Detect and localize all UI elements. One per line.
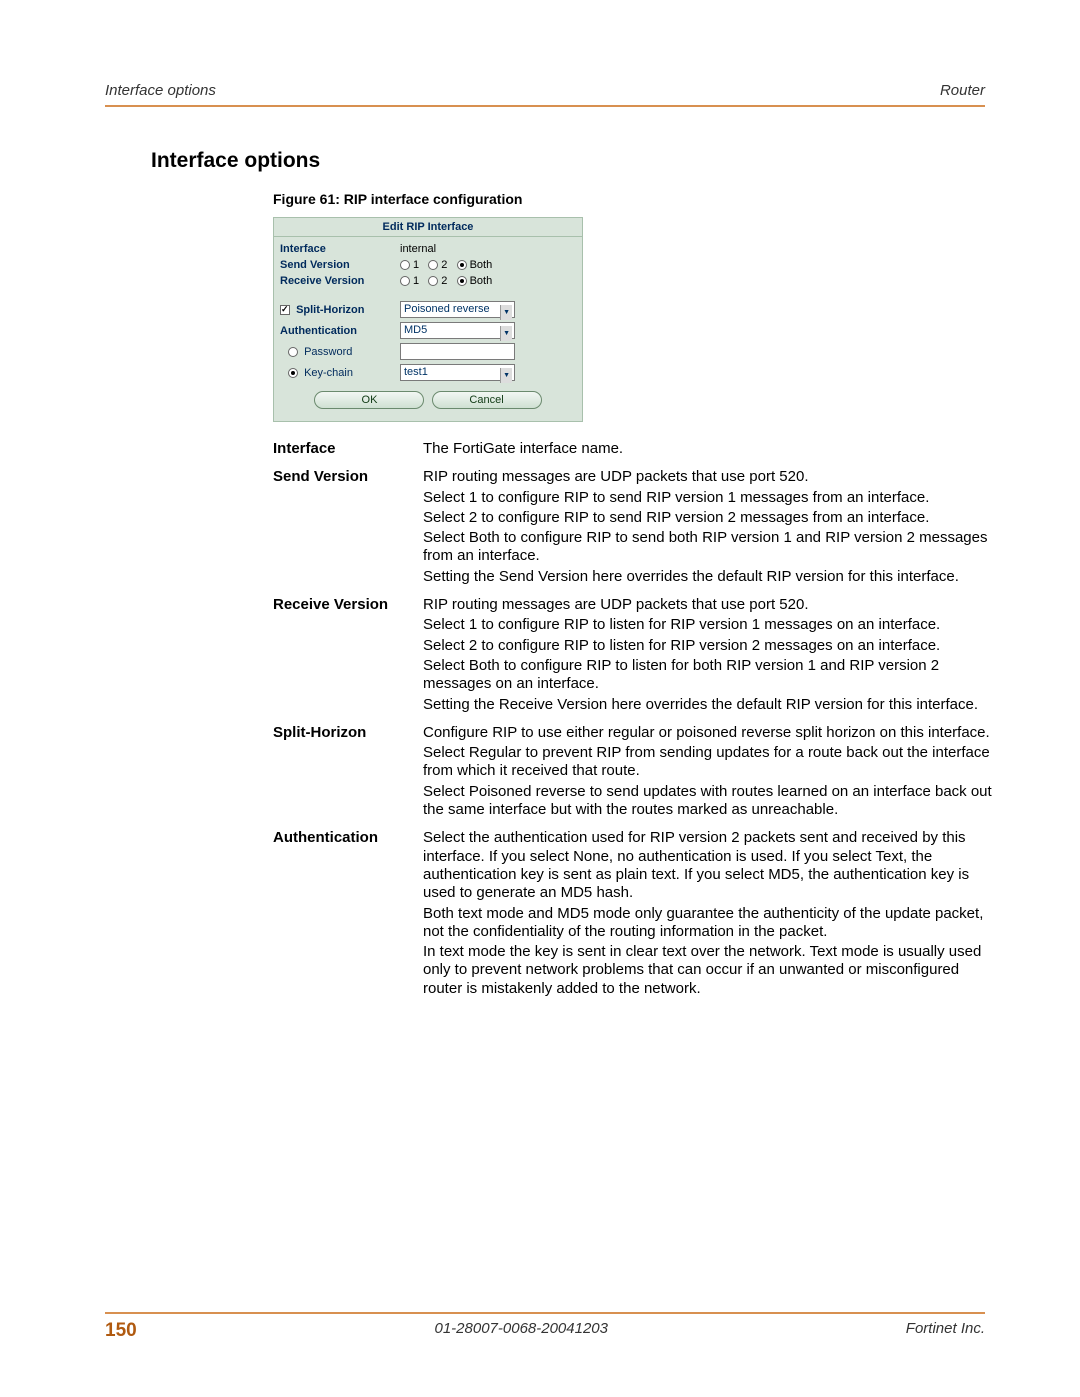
def-rv-p3: Select 2 to configure RIP to listen for … (423, 637, 993, 655)
keychain-label: Key-chain (304, 367, 353, 379)
footer-right: Fortinet Inc. (906, 1320, 985, 1342)
send-v1-radio[interactable] (400, 260, 410, 270)
def-sv-p3: Select 2 to configure RIP to send RIP ve… (423, 509, 993, 527)
ok-button[interactable]: OK (314, 391, 424, 409)
radio-both-label: Both (470, 259, 493, 271)
term-authentication: Authentication (273, 829, 423, 1000)
interface-value: internal (400, 243, 436, 255)
def-authentication: Select the authentication used for RIP v… (423, 829, 993, 1000)
panel-title: Edit RIP Interface (274, 218, 582, 237)
def-rv-p4: Select Both to configure RIP to listen f… (423, 657, 993, 694)
header-left: Interface options (105, 82, 216, 99)
def-send-version: RIP routing messages are UDP packets tha… (423, 468, 993, 588)
def-sv-p5: Setting the Send Version here overrides … (423, 568, 993, 586)
page-number: 150 (105, 1320, 137, 1342)
def-rv-p5: Setting the Receive Version here overrid… (423, 696, 993, 714)
section-title: Interface options (151, 149, 985, 173)
footer-center: 01-28007-0068-20041203 (137, 1320, 906, 1342)
rip-interface-panel: Edit RIP Interface Interface internal Se… (273, 217, 583, 422)
term-receive-version: Receive Version (273, 596, 423, 716)
password-input[interactable] (400, 343, 515, 360)
def-split-horizon: Configure RIP to use either regular or p… (423, 724, 993, 821)
radio-2-label: 2 (441, 259, 447, 271)
authentication-label: Authentication (280, 325, 400, 337)
authentication-select[interactable]: MD5 (400, 322, 515, 339)
def-rv-p1: RIP routing messages are UDP packets tha… (423, 596, 993, 614)
def-sv-p4: Select Both to configure RIP to send bot… (423, 529, 993, 566)
figure-caption: Figure 61: RIP interface configuration (273, 191, 985, 207)
keychain-radio[interactable] (288, 368, 298, 378)
interface-label: Interface (280, 243, 400, 255)
split-horizon-label: Split-Horizon (296, 304, 364, 316)
def-rv-p2: Select 1 to configure RIP to listen for … (423, 616, 993, 634)
keychain-select[interactable]: test1 (400, 364, 515, 381)
def-sv-p2: Select 1 to configure RIP to send RIP ve… (423, 489, 993, 507)
send-version-label: Send Version (280, 259, 400, 271)
recv-both-radio[interactable] (457, 276, 467, 286)
def-sv-p1: RIP routing messages are UDP packets tha… (423, 468, 993, 486)
description-table: Interface The FortiGate interface name. … (273, 440, 993, 1000)
send-both-radio[interactable] (457, 260, 467, 270)
cancel-button[interactable]: Cancel (432, 391, 542, 409)
send-v2-radio[interactable] (428, 260, 438, 270)
radio-2-label-2: 2 (441, 275, 447, 287)
split-horizon-select[interactable]: Poisoned reverse (400, 301, 515, 318)
def-auth-p1: Select the authentication used for RIP v… (423, 829, 993, 902)
def-sh-p1: Configure RIP to use either regular or p… (423, 724, 993, 742)
def-interface: The FortiGate interface name. (423, 440, 993, 460)
def-sh-p2: Select Regular to prevent RIP from sendi… (423, 744, 993, 781)
term-send-version: Send Version (273, 468, 423, 588)
recv-v2-radio[interactable] (428, 276, 438, 286)
def-auth-p3: In text mode the key is sent in clear te… (423, 943, 993, 998)
term-split-horizon: Split-Horizon (273, 724, 423, 821)
radio-1-label: 1 (413, 259, 419, 271)
receive-version-label: Receive Version (280, 275, 400, 287)
header-right: Router (940, 82, 985, 99)
def-receive-version: RIP routing messages are UDP packets tha… (423, 596, 993, 716)
def-interface-p1: The FortiGate interface name. (423, 440, 993, 458)
split-horizon-checkbox[interactable] (280, 305, 290, 315)
password-label: Password (304, 346, 352, 358)
radio-1-label-2: 1 (413, 275, 419, 287)
def-auth-p2: Both text mode and MD5 mode only guarant… (423, 905, 993, 942)
def-sh-p3: Select Poisoned reverse to send updates … (423, 783, 993, 820)
radio-both-label-2: Both (470, 275, 493, 287)
recv-v1-radio[interactable] (400, 276, 410, 286)
term-interface: Interface (273, 440, 423, 460)
password-radio[interactable] (288, 347, 298, 357)
